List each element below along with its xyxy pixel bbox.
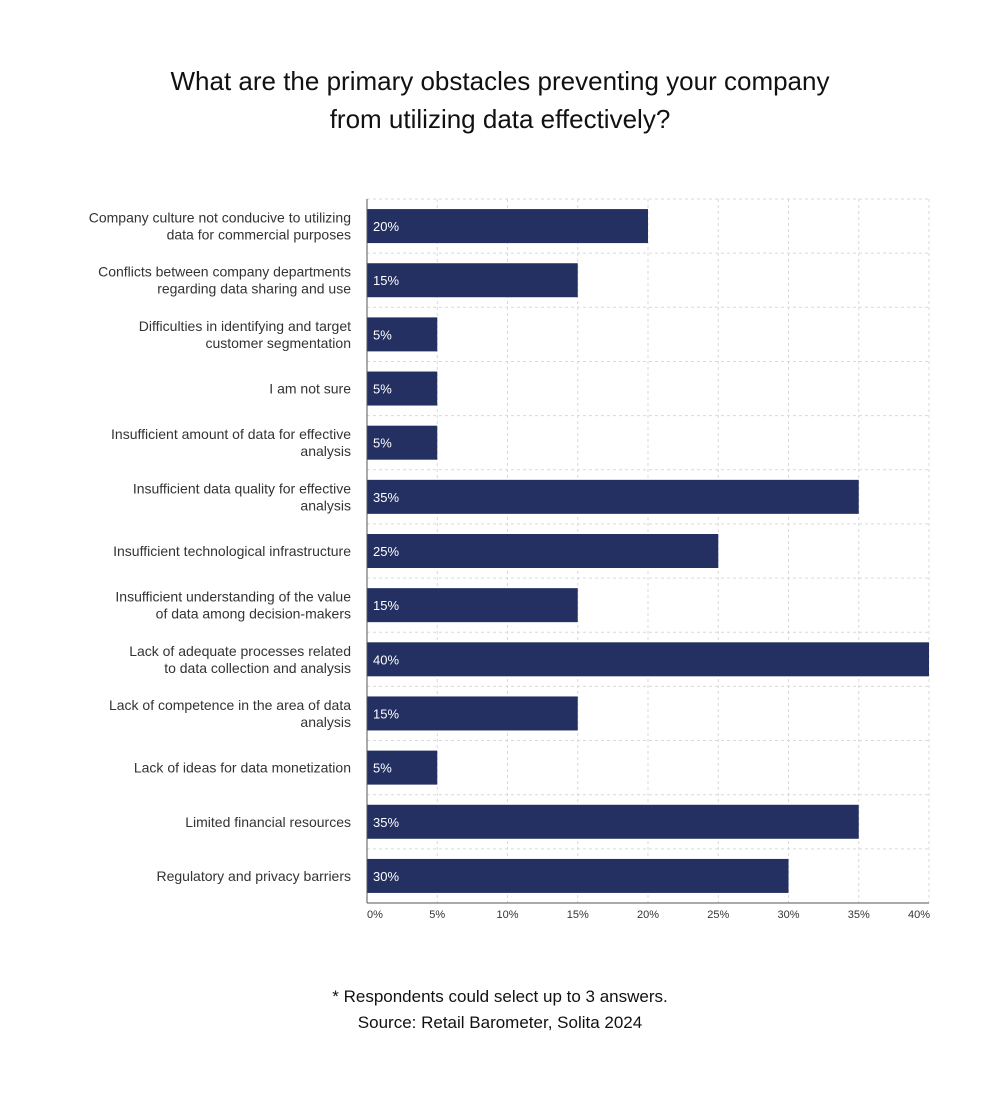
data-label: 5% <box>373 327 392 342</box>
category-label-line: Insufficient data quality for effective <box>133 480 351 496</box>
category-label-line: analysis <box>300 443 351 459</box>
bar <box>367 642 929 677</box>
category-label-line: Limited financial resources <box>185 814 351 830</box>
data-label: 5% <box>373 382 392 397</box>
x-tick-label: 25% <box>707 909 729 921</box>
x-tick-label: 10% <box>496 909 518 921</box>
chart-title-line-1: What are the primary obstacles preventin… <box>170 66 830 96</box>
x-tick-label: 30% <box>777 909 799 921</box>
category-label-line: data for commercial purposes <box>167 227 351 243</box>
category-label: Difficulties in identifying and target cu… <box>139 318 351 351</box>
category-label-line: of data among decision-makers <box>156 606 351 622</box>
category-label-line: regarding data sharing and use <box>157 281 351 297</box>
category-label: Limited financial resources <box>185 814 351 830</box>
category-label: Insufficient technological infrastructur… <box>113 543 351 559</box>
category-label-line: Regulatory and privacy barriers <box>156 868 351 884</box>
x-tick-label: 40% <box>908 909 930 921</box>
data-label: 35% <box>373 490 399 505</box>
x-tick-label: 15% <box>567 909 589 921</box>
category-label-line: analysis <box>300 714 351 730</box>
data-label: 15% <box>373 706 399 721</box>
category-label-line: analysis <box>300 497 351 513</box>
bar <box>367 263 578 298</box>
data-label: 15% <box>373 598 399 613</box>
chart-title-line-2: from utilizing data effectively? <box>329 104 671 134</box>
bar <box>367 750 438 785</box>
category-label-line: Insufficient technological infrastructur… <box>113 543 351 559</box>
data-label: 30% <box>373 869 399 884</box>
x-tick-label: 5% <box>429 909 445 921</box>
bar <box>367 534 719 568</box>
data-label: 5% <box>373 436 392 451</box>
category-label-line: Lack of ideas for data monetization <box>134 760 351 776</box>
category-label-line: Company culture not conducive to utilizi… <box>89 210 351 226</box>
data-label: 25% <box>373 544 399 559</box>
bar <box>367 209 648 244</box>
bar <box>367 696 578 731</box>
bar <box>367 371 438 406</box>
category-label-line: customer segmentation <box>205 335 351 351</box>
category-label: Conflicts between company departments reg… <box>98 264 351 297</box>
data-label: 5% <box>373 761 392 776</box>
category-label: Insufficient understanding of the value o… <box>115 589 351 622</box>
data-label: 15% <box>373 273 399 288</box>
bar <box>367 425 438 460</box>
category-label-line: I am not sure <box>269 381 351 397</box>
footnote: * Respondents could select up to 3 answe… <box>100 984 900 1036</box>
data-label: 35% <box>373 815 399 830</box>
data-label: 40% <box>373 652 399 667</box>
bar <box>367 479 859 514</box>
category-label-line: Insufficient understanding of the value <box>115 589 351 605</box>
bar <box>367 588 578 623</box>
category-label-line: Conflicts between company departments <box>98 264 351 280</box>
footnote-respondents: * Respondents could select up to 3 answe… <box>332 987 668 1006</box>
category-label-line: to data collection and analysis <box>164 660 351 676</box>
category-label-line: Lack of competence in the area of data <box>109 697 351 713</box>
bar <box>367 317 438 352</box>
x-tick-label: 0% <box>367 909 383 921</box>
footnote-source: Source: Retail Barometer, Solita 2024 <box>357 1013 643 1032</box>
category-label: Lack of competence in the area of data an… <box>109 697 351 730</box>
chart-title: What are the primary obstacles preventin… <box>100 62 900 138</box>
data-label: 20% <box>373 219 399 234</box>
x-tick-label: 35% <box>848 909 870 921</box>
category-label: I am not sure <box>269 381 351 397</box>
category-label: Regulatory and privacy barriers <box>156 868 351 884</box>
category-label: Lack of ideas for data monetization <box>134 760 351 776</box>
bar <box>367 858 789 893</box>
x-tick-label: 20% <box>637 909 659 921</box>
category-label: Insufficient data quality for effective a… <box>133 480 351 513</box>
category-label-line: Lack of adequate processes related <box>129 643 351 659</box>
category-label: Lack of adequate processes related to dat… <box>129 643 351 676</box>
bar <box>367 804 859 839</box>
category-label: Company culture not conducive to utilizi… <box>89 210 351 243</box>
category-label-line: Difficulties in identifying and target <box>139 318 351 334</box>
category-label-line: Insufficient amount of data for effectiv… <box>111 426 351 442</box>
category-label: Insufficient amount of data for effectiv… <box>111 426 351 459</box>
